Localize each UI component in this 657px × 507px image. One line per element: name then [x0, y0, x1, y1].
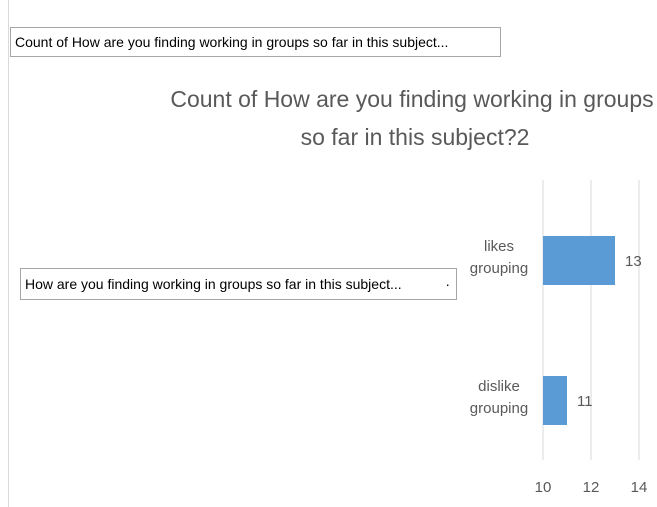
- y-tick-label: dislike grouping: [469, 378, 529, 417]
- button-label: How are you finding working in groups so…: [25, 276, 402, 292]
- data-label: 13: [625, 253, 642, 270]
- bar: [543, 236, 615, 285]
- data-label: 11: [577, 393, 593, 410]
- chart-title: so far in this subject?2: [301, 124, 530, 150]
- axis-field-button[interactable]: How are you finding working in groups so…: [20, 268, 457, 300]
- chart-title: Count of How are you finding working in …: [170, 86, 653, 112]
- x-tick-label: 10: [535, 479, 552, 496]
- x-tick-label: 14: [631, 479, 648, 496]
- dropdown-arrow: ·: [445, 276, 450, 292]
- report-filter-button[interactable]: Count of How are you finding working in …: [10, 27, 501, 57]
- y-tick-label: likes grouping: [469, 238, 529, 277]
- x-tick-label: 12: [583, 479, 600, 496]
- bar: [543, 376, 567, 425]
